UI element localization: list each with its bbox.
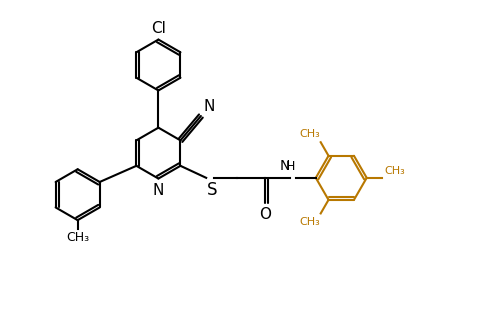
Text: N: N [280, 159, 290, 173]
Text: Cl: Cl [151, 21, 166, 36]
Text: H: H [285, 160, 295, 173]
Text: S: S [207, 181, 217, 199]
Text: N: N [153, 184, 164, 198]
Text: CH₃: CH₃ [66, 231, 89, 244]
Text: CH₃: CH₃ [299, 129, 320, 139]
Text: N: N [203, 99, 215, 113]
Text: CH₃: CH₃ [299, 216, 320, 227]
Text: O: O [259, 207, 271, 222]
Text: CH₃: CH₃ [385, 166, 405, 176]
